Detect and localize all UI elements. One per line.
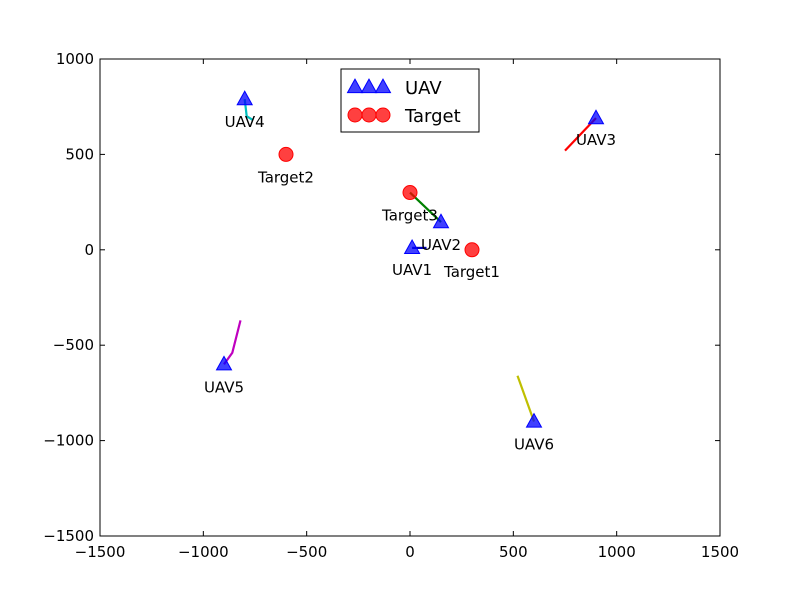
legend-uav-marker bbox=[346, 78, 364, 94]
legend-target-marker bbox=[347, 107, 363, 123]
uav2-label: UAV2 bbox=[421, 236, 461, 254]
y-tick-label: −1000 bbox=[43, 432, 94, 450]
uav1-label: UAV1 bbox=[392, 261, 432, 279]
x-tick-label: −1000 bbox=[178, 543, 229, 561]
legend-target-marker bbox=[375, 107, 391, 123]
target1-label: Target1 bbox=[443, 263, 500, 281]
legend-box bbox=[340, 68, 480, 133]
target1-marker bbox=[464, 242, 480, 258]
legend-uav-marker bbox=[360, 78, 378, 94]
y-tick-label: 0 bbox=[84, 241, 94, 259]
legend-uav-label: UAV bbox=[405, 78, 442, 99]
legend-target-marker bbox=[361, 107, 377, 123]
target3-label: Target3 bbox=[381, 207, 438, 225]
legend: UAV Target bbox=[340, 68, 480, 133]
y-tick-label: 1000 bbox=[56, 50, 94, 68]
uav6-label: UAV6 bbox=[514, 436, 554, 454]
x-tick-label: 0 bbox=[405, 543, 415, 561]
legend-target-label: Target bbox=[404, 106, 461, 127]
x-tick-label: −1500 bbox=[75, 543, 126, 561]
uav5-label: UAV5 bbox=[204, 378, 244, 396]
target2-label: Target2 bbox=[257, 168, 314, 186]
axes: −1500 −1000 −500 0 500 1000 1500 −1500 −1000 −500… bbox=[43, 50, 739, 561]
x-tick-label: 500 bbox=[499, 543, 528, 561]
uav4-label: UAV4 bbox=[225, 113, 265, 131]
uav3-label: UAV3 bbox=[576, 131, 616, 149]
uav3-marker bbox=[587, 109, 605, 125]
data-markers bbox=[215, 90, 605, 428]
x-tick-label: −500 bbox=[286, 543, 327, 561]
uav6-path-line bbox=[516, 375, 536, 422]
x-tick-label: 1000 bbox=[598, 543, 636, 561]
point-labels: UAV1 UAV2 UAV3 UAV4 UAV5 UAV6 Target1 Target2 Ta… bbox=[204, 113, 616, 453]
target2-marker bbox=[278, 146, 294, 162]
uav1-marker bbox=[403, 238, 421, 254]
uav2-marker bbox=[432, 213, 450, 229]
x-tick-label: 1500 bbox=[701, 543, 739, 561]
y-tick-label: −1500 bbox=[43, 527, 94, 545]
uav4-marker bbox=[236, 90, 254, 106]
target3-marker bbox=[402, 185, 418, 201]
y-tick-label: −500 bbox=[53, 336, 94, 354]
uav5-marker bbox=[215, 355, 233, 371]
uav6-marker bbox=[525, 412, 543, 428]
legend-uav-marker bbox=[374, 78, 392, 94]
y-tick-label: 500 bbox=[65, 145, 94, 163]
